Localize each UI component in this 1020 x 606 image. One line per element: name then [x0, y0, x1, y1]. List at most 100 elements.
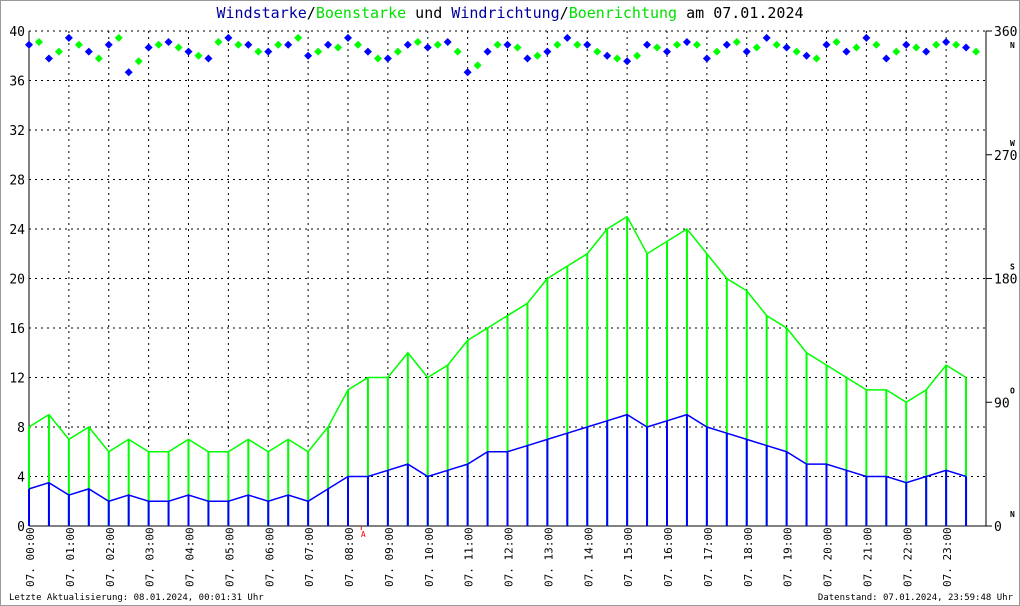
- x-tick-label: 07. 02:00: [104, 527, 117, 587]
- direction-point-boenrichtung: [194, 51, 203, 60]
- direction-point-boenrichtung: [35, 38, 43, 46]
- direction-point-windrichtung: [144, 43, 153, 52]
- direction-point-windrichtung: [363, 47, 372, 56]
- direction-point-boenrichtung: [393, 47, 402, 56]
- direction-point-windrichtung: [25, 40, 33, 49]
- x-tick-label: 07. 18:00: [742, 527, 755, 587]
- direction-point-windrichtung: [124, 68, 133, 77]
- direction-point-boenrichtung: [673, 40, 681, 49]
- x-tick-label: 07. 17:00: [702, 527, 715, 587]
- direction-point-windrichtung: [563, 33, 572, 42]
- x-tick-label: 07. 01:00: [64, 527, 77, 587]
- direction-point-windrichtung: [663, 47, 671, 56]
- direction-point-boenrichtung: [214, 38, 223, 46]
- direction-point-windrichtung: [762, 33, 771, 42]
- direction-point-boenrichtung: [792, 47, 801, 56]
- direction-point-boenrichtung: [254, 47, 263, 56]
- direction-point-windrichtung: [802, 51, 811, 60]
- y-tick-label: 24: [9, 223, 25, 238]
- direction-point-windrichtung: [842, 47, 851, 56]
- y-tick-label: 32: [9, 124, 25, 139]
- direction-point-windrichtung: [84, 47, 93, 56]
- direction-point-boenrichtung: [812, 54, 821, 63]
- direction-point-windrichtung: [882, 54, 891, 63]
- y2-tick-label: 180: [994, 273, 1017, 288]
- direction-point-windrichtung: [164, 38, 173, 46]
- direction-point-windrichtung: [403, 40, 412, 49]
- direction-point-windrichtung: [423, 43, 432, 52]
- direction-point-boenrichtung: [134, 57, 143, 66]
- x-tick-label: 07. 23:00: [941, 527, 954, 587]
- x-tick-label: 07. 00:00: [24, 527, 37, 587]
- y-tick-label: 36: [9, 75, 25, 90]
- x-tick-label: 07. 06:00: [263, 527, 276, 587]
- title-and: und: [406, 4, 452, 22]
- direction-point-windrichtung: [742, 47, 751, 56]
- compass-letter: N: [1010, 41, 1015, 50]
- y-tick-label: 0: [17, 520, 25, 535]
- direction-point-boenrichtung: [872, 40, 881, 49]
- y-tick-label: 4: [17, 471, 25, 486]
- direction-point-boenrichtung: [154, 40, 163, 49]
- x-tick-label: 07. 22:00: [901, 527, 914, 587]
- x-tick-label: 07. 21:00: [861, 527, 874, 587]
- direction-point-boenrichtung: [633, 51, 642, 60]
- x-tick-label: 07. 14:00: [582, 527, 595, 587]
- direction-point-windrichtung: [44, 54, 53, 63]
- direction-point-windrichtung: [962, 43, 971, 52]
- direction-point-boenrichtung: [593, 47, 602, 56]
- direction-point-boenrichtung: [553, 40, 562, 49]
- x-tick-label: 07. 04:00: [184, 527, 197, 587]
- x-tick-label: 07. 08:00: [343, 527, 356, 587]
- direction-point-boenrichtung: [174, 43, 183, 52]
- direction-point-boenrichtung: [573, 40, 582, 49]
- direction-point-windrichtung: [244, 40, 253, 49]
- direction-point-boenrichtung: [433, 40, 442, 49]
- direction-point-boenrichtung: [493, 40, 502, 49]
- y-tick-label: 16: [9, 322, 25, 337]
- direction-point-windrichtung: [284, 40, 293, 49]
- compass-letter: S: [1010, 263, 1015, 272]
- direction-point-boenrichtung: [473, 61, 482, 70]
- x-tick-label: 07. 03:00: [144, 527, 157, 587]
- direction-point-windrichtung: [862, 33, 871, 42]
- series-line-windstarke: [28, 413, 967, 503]
- direction-point-windrichtung: [184, 47, 193, 56]
- direction-point-boenrichtung: [952, 40, 961, 49]
- title-gust: Boenstarke: [315, 4, 407, 22]
- direction-point-boenrichtung: [972, 47, 981, 56]
- direction-point-windrichtung: [702, 54, 711, 63]
- direction-point-boenrichtung: [94, 54, 103, 63]
- direction-point-windrichtung: [782, 43, 791, 52]
- direction-point-boenrichtung: [932, 40, 941, 49]
- y-tick-label: 40: [9, 25, 25, 40]
- direction-point-boenrichtung: [334, 43, 343, 52]
- direction-point-boenrichtung: [413, 38, 422, 46]
- direction-point-boenrichtung: [613, 54, 622, 63]
- direction-point-windrichtung: [104, 40, 113, 49]
- x-tick-label: 07. 12:00: [503, 527, 516, 587]
- y2-tick-label: 360: [994, 25, 1017, 40]
- y-tick-label: 12: [9, 372, 25, 387]
- direction-point-boenrichtung: [74, 40, 83, 49]
- direction-point-windrichtung: [483, 47, 492, 56]
- direction-point-windrichtung: [543, 47, 552, 56]
- direction-point-boenrichtung: [653, 43, 662, 52]
- x-tick-label: 07. 13:00: [542, 527, 555, 587]
- direction-point-windrichtung: [643, 40, 652, 49]
- direction-point-boenrichtung: [294, 33, 303, 42]
- marker-label: A: [361, 530, 366, 539]
- direction-point-windrichtung: [383, 54, 392, 63]
- data-status: Datenstand: 07.01.2024, 23:59:48 Uhr: [817, 593, 1013, 603]
- title-sep: /: [306, 4, 316, 22]
- direction-point-boenrichtung: [314, 47, 323, 56]
- direction-point-windrichtung: [443, 38, 452, 46]
- direction-point-boenrichtung: [752, 43, 761, 52]
- direction-point-windrichtung: [722, 40, 731, 49]
- title-gust-direction: Boenrichtung: [568, 4, 678, 22]
- direction-point-boenrichtung: [852, 43, 861, 52]
- direction-point-boenrichtung: [892, 47, 901, 56]
- direction-point-boenrichtung: [692, 40, 701, 49]
